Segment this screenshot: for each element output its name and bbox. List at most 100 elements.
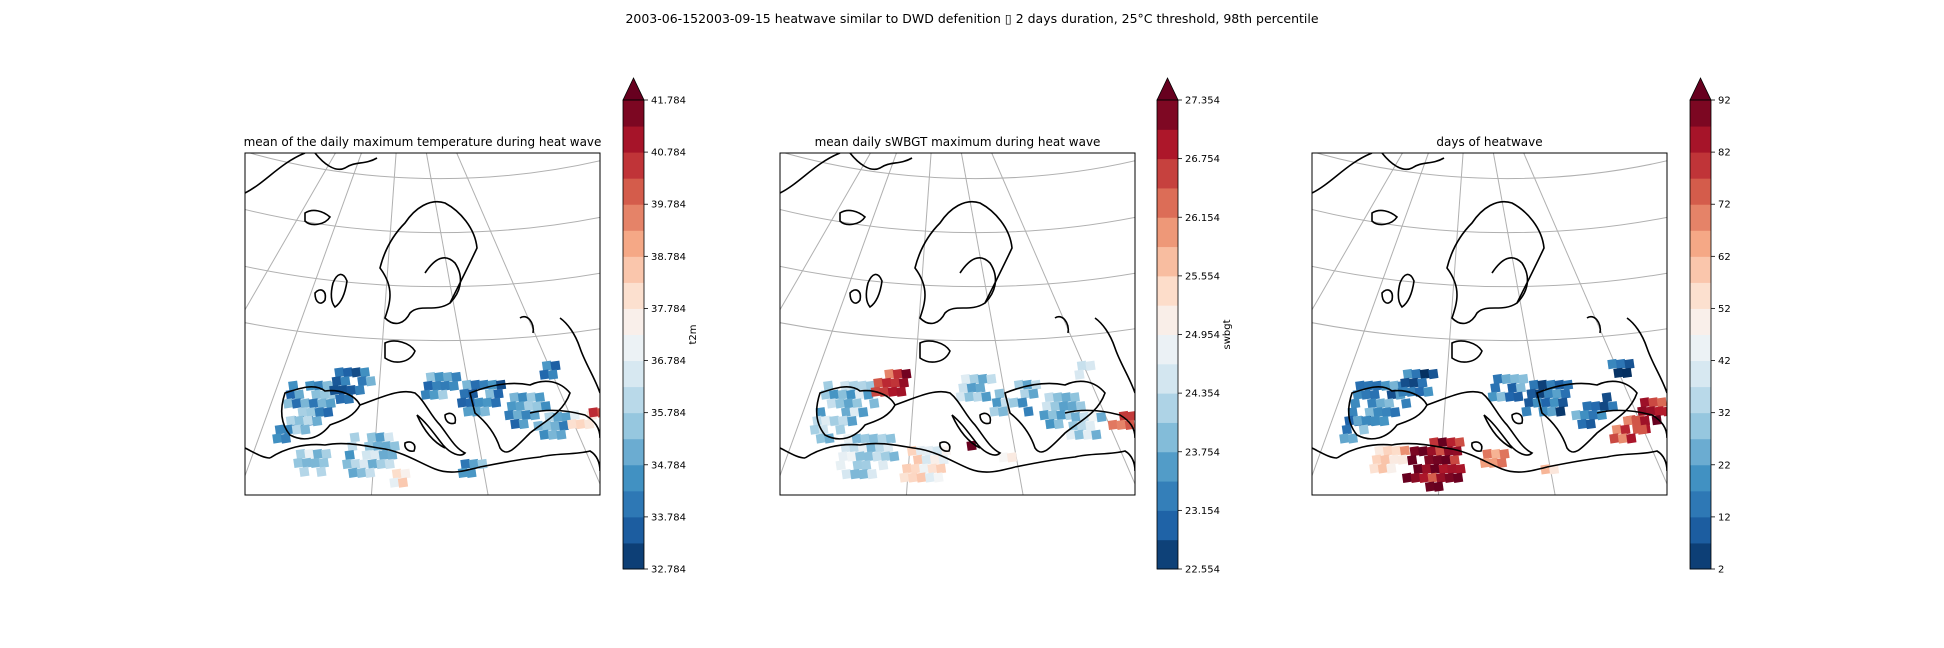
heatmap-cell	[1449, 454, 1460, 466]
colorbar-tick-label: 2	[1718, 565, 1724, 576]
heatmap-cell	[310, 457, 321, 469]
heatmap-cell	[1428, 368, 1439, 380]
heatmap-cell	[517, 392, 528, 403]
coastline	[245, 153, 306, 194]
heatmap-cell	[835, 424, 846, 435]
heatmap-cell	[1076, 360, 1088, 371]
map-title-1: mean of the daily maximum temperature du…	[244, 135, 602, 149]
heatmap-cell	[532, 401, 543, 412]
heatmap-cell	[1446, 437, 1457, 448]
heatmap-cell	[359, 458, 370, 470]
heatmap-cell	[301, 457, 312, 469]
heatmap-cell	[294, 415, 305, 426]
heatmap-cell	[986, 373, 997, 385]
coastline	[1054, 315, 1070, 334]
heatmap-cell	[838, 451, 849, 462]
heatmap-cell	[1369, 463, 1380, 474]
coastline	[951, 414, 981, 449]
heatmap-cell	[1617, 433, 1628, 444]
heatmap-cell	[872, 451, 883, 462]
colorbar-segment	[1690, 438, 1711, 466]
colorbar-segment	[1157, 481, 1178, 511]
colorbar-segment	[1690, 308, 1711, 335]
heatmap-cell	[890, 377, 901, 389]
heatmap-cell	[1437, 437, 1448, 448]
map-area-2	[780, 153, 1135, 495]
colorbar-tick-label: 24.354	[1185, 389, 1220, 400]
map-area-1	[245, 153, 600, 495]
coastline	[939, 441, 951, 452]
map-panel-1: mean of the daily maximum temperature du…	[244, 77, 699, 576]
heatmap-cell	[293, 457, 304, 469]
heatmap-cell	[493, 388, 504, 399]
heatmap-cell	[1579, 409, 1590, 421]
heatmap-cell	[898, 377, 909, 389]
heatmap-cell	[526, 392, 537, 403]
coastline	[1511, 412, 1524, 425]
heatmap-cell	[1560, 388, 1571, 399]
heatmap-cell	[851, 433, 862, 444]
latitude-gridline	[780, 208, 1135, 233]
heatmap-cell	[815, 407, 826, 418]
coastline	[1312, 153, 1373, 194]
colorbar-tick-label: 82	[1718, 148, 1731, 159]
colorbar-1: 41.784 40.784 39.784 38.784 37.784 36.784 35.7…	[622, 77, 699, 576]
heatmap-cell	[460, 458, 471, 470]
colorbar-segment	[623, 464, 644, 492]
coastline	[979, 412, 992, 425]
colorbar-tick-label: 22	[1718, 460, 1731, 471]
longitude-gridline	[1492, 153, 1556, 495]
heatmap-cell	[575, 418, 586, 430]
heatmap-cell	[523, 401, 534, 412]
heatmap-cell	[1432, 454, 1443, 466]
heatmap-cell	[863, 451, 874, 462]
heatmap-cell	[1424, 454, 1435, 466]
colorbar-segment	[1690, 334, 1711, 362]
heatmap-cell	[291, 424, 303, 435]
colorbar-tick-label: 32	[1718, 408, 1731, 419]
heatmap-cell	[852, 460, 863, 471]
colorbar-tick-label: 35.784	[651, 408, 686, 419]
heatmap-cell	[285, 415, 297, 426]
heatmap-cell	[884, 368, 895, 380]
heatmap-cell	[1582, 401, 1593, 412]
heatmap-cell	[272, 433, 283, 444]
heatmap-cell	[885, 433, 896, 444]
heatmap-cell	[1085, 360, 1096, 371]
colorbar-segment	[1157, 100, 1178, 130]
heatmap-cell	[425, 371, 437, 383]
longitude-gridline	[1523, 153, 1667, 486]
heatmap-cell	[451, 371, 462, 383]
coastline	[529, 409, 600, 439]
coastline	[780, 447, 806, 459]
heatmap-cell	[1019, 388, 1031, 399]
heatmap-cell	[907, 472, 919, 483]
heatmap-cell	[863, 389, 874, 400]
heatmap-cell	[347, 441, 358, 452]
colorbar-segment	[623, 516, 644, 544]
heatmap-cell	[387, 449, 398, 461]
heatmap-cell	[841, 407, 852, 418]
heatmap-cell	[1423, 386, 1434, 397]
heatmap-cell	[509, 392, 520, 403]
colorbar-segment	[1690, 256, 1711, 283]
colorbar-segment	[623, 490, 644, 518]
heatmap-cell	[901, 463, 913, 474]
heatmap-cell	[1386, 463, 1397, 474]
heatmap-cell	[1621, 367, 1633, 379]
latitude-gridline	[1312, 208, 1667, 233]
heatmap-cell	[515, 401, 526, 412]
heatmap-cell	[910, 463, 921, 474]
colorbar-tick-label: 42	[1718, 356, 1731, 367]
colorbar-segment	[1157, 393, 1178, 423]
heatmap-cell	[1052, 392, 1063, 403]
heatmap-cell	[518, 418, 529, 430]
latitude-gridline	[780, 265, 1135, 287]
heatmap-cell	[1070, 411, 1082, 423]
heatmap-cell	[1355, 380, 1366, 391]
coastline	[1371, 209, 1399, 226]
colorbar-segment	[1157, 275, 1178, 306]
heatmap-cell	[1607, 358, 1618, 370]
heatmap-cell	[826, 398, 837, 409]
